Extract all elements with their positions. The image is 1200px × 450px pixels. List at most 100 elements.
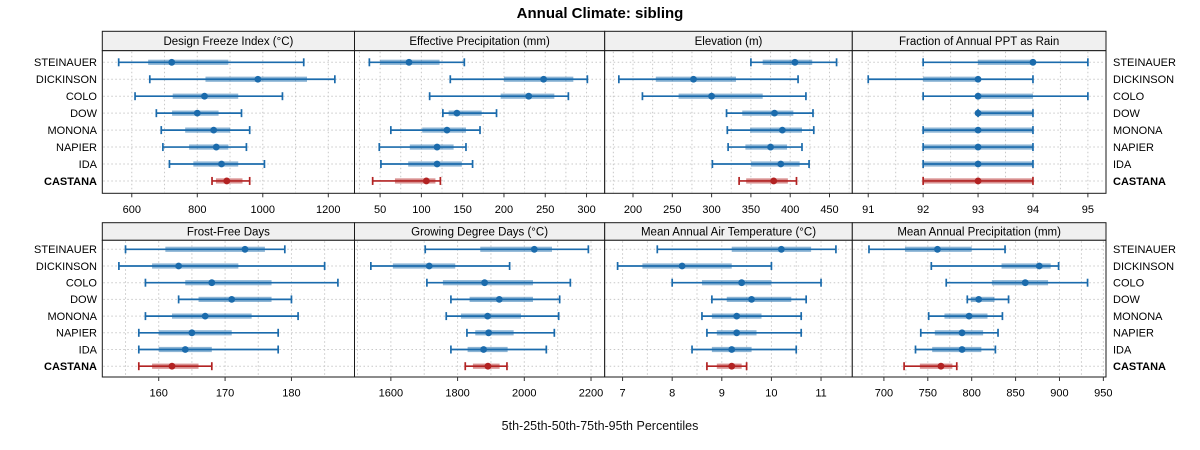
axis-tick-label: 93 xyxy=(972,204,984,216)
median-dot xyxy=(525,92,533,100)
panel-box-mean-annual-air-temperature-c xyxy=(604,239,853,378)
row-label-left: NAPIER xyxy=(56,142,97,154)
axis-caption: 5th-25th-50th-75th-95th Percentiles xyxy=(501,419,699,433)
panel-box-effective-precipitation-mm xyxy=(354,50,606,194)
row-label-left: COLO xyxy=(66,91,98,103)
median-dot xyxy=(974,92,982,100)
median-dot xyxy=(733,329,741,337)
median-dot xyxy=(975,296,983,303)
median-dot xyxy=(208,279,216,287)
panel-title: Elevation (m) xyxy=(695,36,763,48)
median-dot xyxy=(974,109,982,117)
row-label-left: STEINAUER xyxy=(34,57,97,69)
row-label-right: IDA xyxy=(1113,159,1132,171)
median-dot xyxy=(1029,58,1037,66)
median-dot xyxy=(433,160,441,168)
axis-tick-label: 700 xyxy=(875,388,893,400)
median-dot xyxy=(937,362,945,370)
axis-tick-label: 180 xyxy=(282,388,300,400)
median-dot xyxy=(540,75,547,83)
median-dot xyxy=(193,109,201,117)
row-label-right: COLO xyxy=(1113,278,1145,290)
axis-tick-label: 170 xyxy=(216,388,234,400)
interquartile-band xyxy=(745,144,788,150)
row-label-right: MONONA xyxy=(1113,311,1163,323)
row-label-left: DICKINSON xyxy=(36,74,97,86)
interquartile-band xyxy=(392,263,456,269)
axis-tick-label: 8 xyxy=(669,388,675,400)
median-dot xyxy=(168,58,176,66)
page-title: Annual Climate: sibling xyxy=(516,5,684,22)
row-label-left: COLO xyxy=(66,278,98,290)
interquartile-band xyxy=(726,296,792,302)
panel-title: Growing Degree Days (°C) xyxy=(411,227,548,239)
interquartile-band xyxy=(189,144,229,150)
median-dot xyxy=(495,296,503,303)
interquartile-band xyxy=(152,263,239,269)
interquartile-band xyxy=(503,76,574,82)
median-dot xyxy=(958,346,966,353)
median-dot xyxy=(1035,262,1043,270)
row-label-right: DICKINSON xyxy=(1113,74,1174,86)
median-dot xyxy=(678,262,686,270)
median-dot xyxy=(405,58,413,66)
interquartile-band xyxy=(991,280,1049,286)
median-dot xyxy=(212,143,220,151)
median-dot xyxy=(210,126,218,134)
interquartile-band xyxy=(448,110,482,116)
axis-tick-label: 150 xyxy=(453,204,471,216)
interquartile-band xyxy=(165,246,265,252)
panel-box-growing-degree-days-c xyxy=(354,239,606,378)
interquartile-band xyxy=(978,93,1033,99)
median-dot xyxy=(791,58,799,66)
row-label-right: CASTANA xyxy=(1113,361,1166,373)
row-label-right: DICKINSON xyxy=(1113,261,1174,273)
interquartile-band xyxy=(923,76,979,82)
row-label-right: CASTANA xyxy=(1113,176,1166,188)
interquartile-band xyxy=(701,280,772,286)
interquartile-band xyxy=(731,246,812,252)
median-dot xyxy=(974,177,982,185)
axis-tick-label: 7 xyxy=(620,388,626,400)
interquartile-band xyxy=(185,127,231,133)
interquartile-band xyxy=(148,59,229,65)
axis-tick-label: 11 xyxy=(815,388,826,400)
row-label-right: MONONA xyxy=(1113,125,1163,137)
axis-tick-label: 300 xyxy=(702,204,720,216)
median-dot xyxy=(777,160,785,168)
interquartile-band xyxy=(642,263,732,269)
row-label-left: MONONA xyxy=(48,311,98,323)
median-dot xyxy=(965,312,973,320)
interquartile-band xyxy=(746,178,788,184)
median-dot xyxy=(453,109,461,117)
median-dot xyxy=(934,245,941,253)
interquartile-band xyxy=(978,110,1033,116)
row-label-right: DOW xyxy=(1113,108,1141,120)
interquartile-band xyxy=(467,346,508,353)
median-dot xyxy=(530,245,538,253)
interquartile-band xyxy=(193,161,239,167)
median-dot xyxy=(484,362,492,370)
axis-tick-label: 160 xyxy=(150,388,168,400)
row-label-right: STEINAUER xyxy=(1113,57,1176,69)
row-label-left: DOW xyxy=(70,294,98,306)
median-dot xyxy=(254,75,262,83)
axis-tick-label: 850 xyxy=(1006,388,1024,400)
median-dot xyxy=(771,109,778,117)
axis-tick-label: 50 xyxy=(374,204,386,216)
axis-tick-label: 900 xyxy=(1050,388,1068,400)
axis-tick-label: 9 xyxy=(719,388,725,400)
median-dot xyxy=(443,126,451,134)
panel-title: Frost-Free Days xyxy=(187,227,270,239)
median-dot xyxy=(181,346,189,353)
median-dot xyxy=(770,177,778,185)
interquartile-band xyxy=(750,161,800,167)
interquartile-band xyxy=(394,178,436,184)
axis-tick-label: 1000 xyxy=(251,204,275,216)
axis-tick-label: 950 xyxy=(1094,388,1112,400)
median-dot xyxy=(974,160,982,168)
median-dot xyxy=(425,262,433,270)
row-label-left: CASTANA xyxy=(44,361,97,373)
median-dot xyxy=(188,329,196,337)
